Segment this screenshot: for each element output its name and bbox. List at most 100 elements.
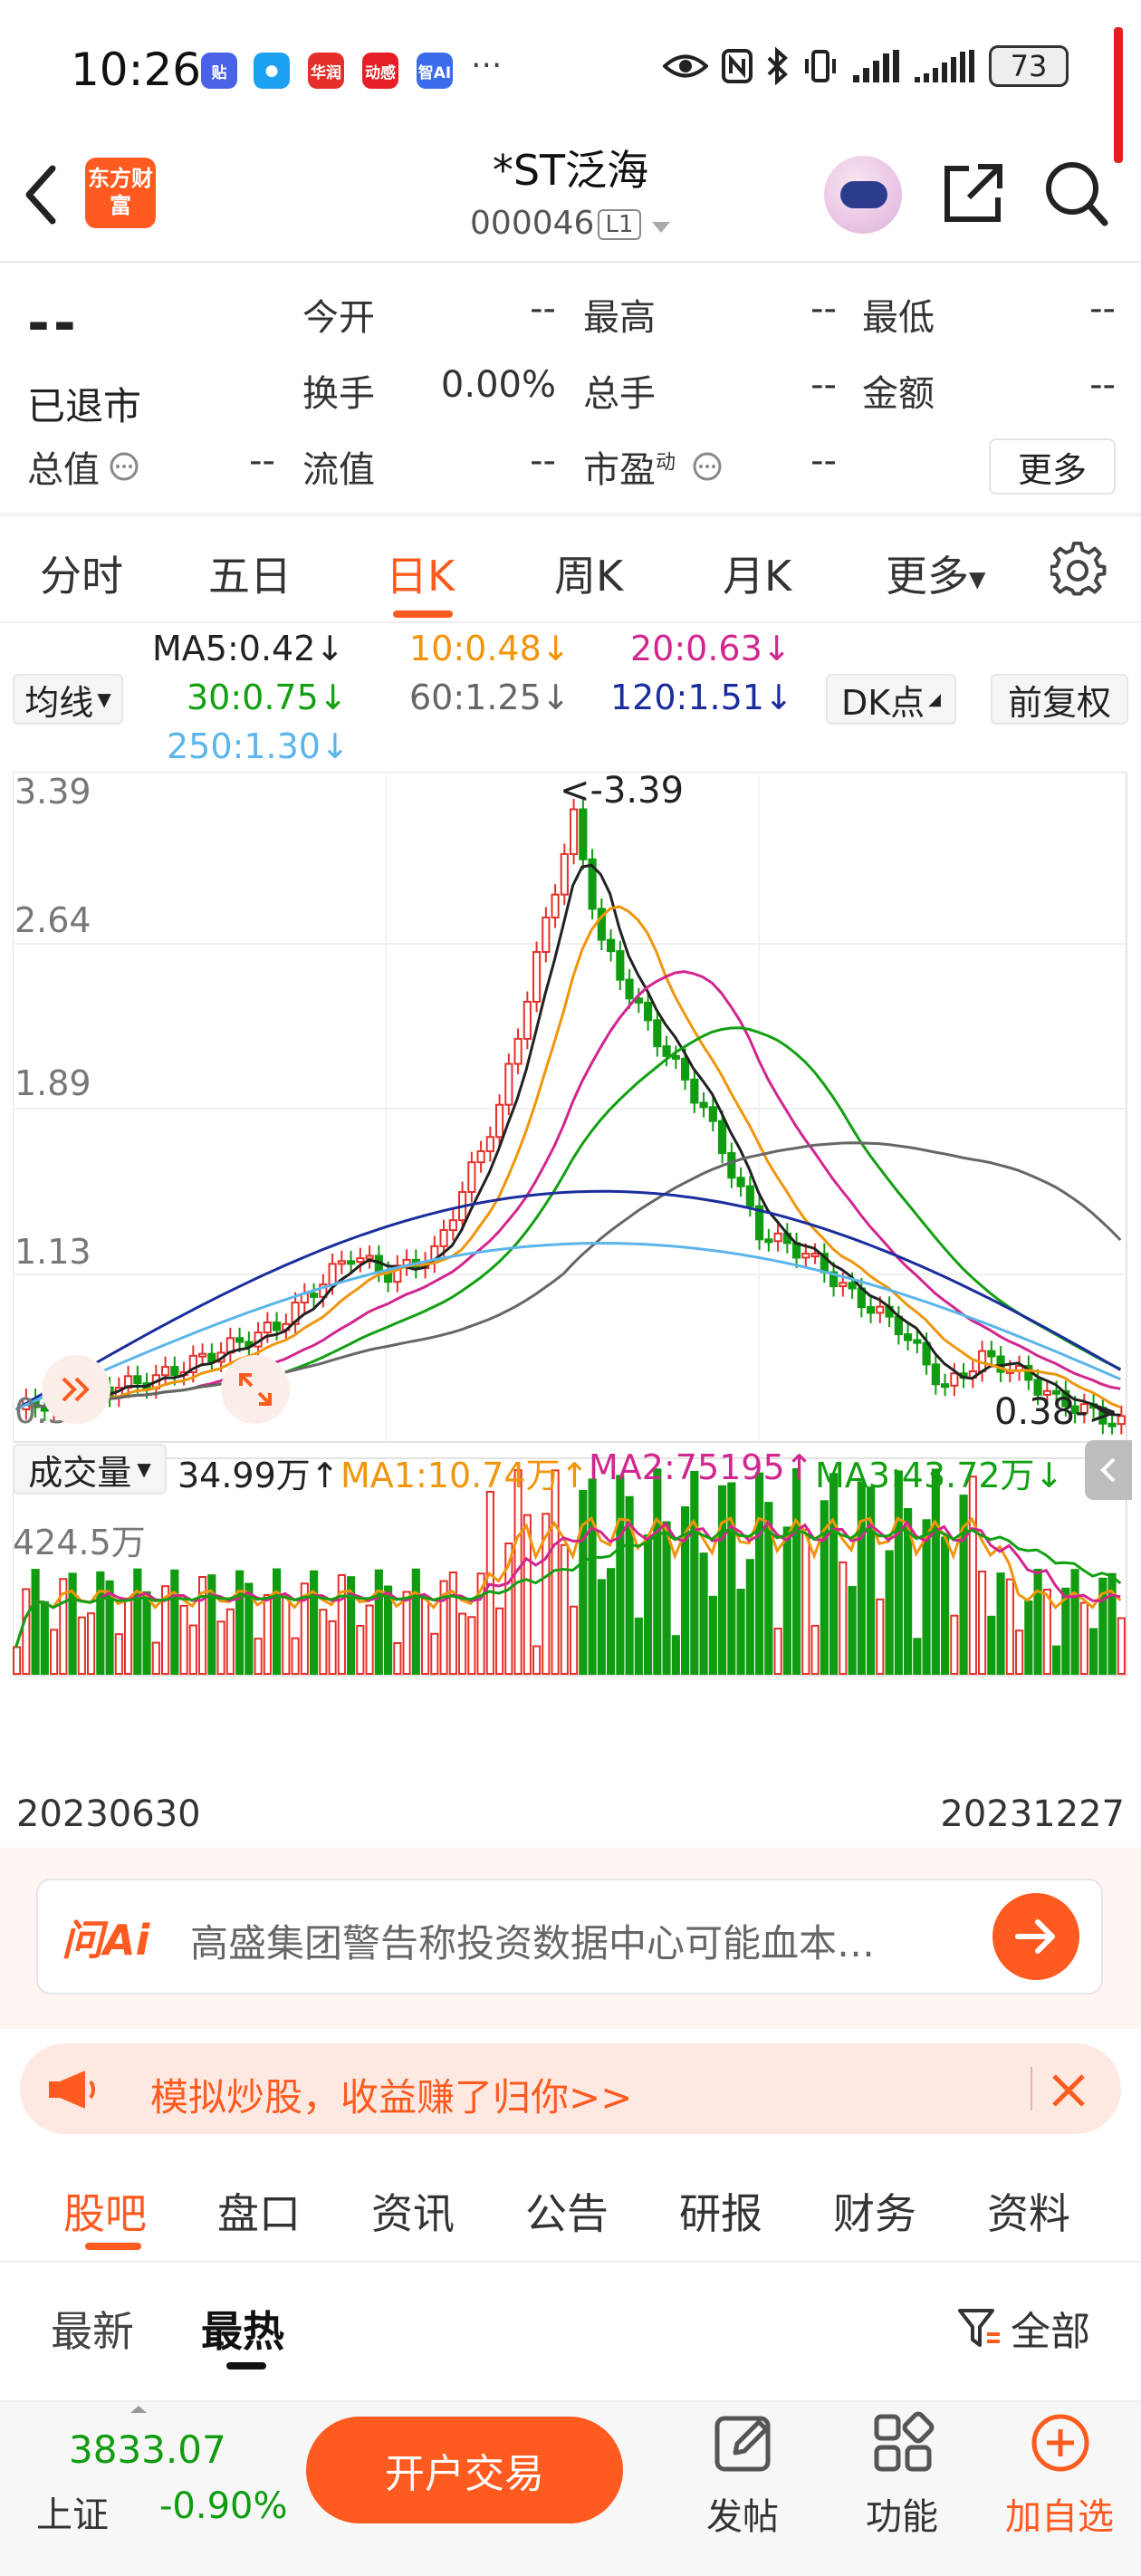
low-label: 最低 [862, 297, 935, 339]
search-icon[interactable] [1043, 159, 1108, 226]
filter-button[interactable]: 全部 [956, 2299, 1090, 2357]
collapse-panel-button[interactable] [1085, 1440, 1132, 1500]
post-edit-icon[interactable] [712, 2411, 775, 2475]
promo-text[interactable]: 模拟炒股，收益赚了归你>> [150, 2075, 633, 2119]
candle-body [1052, 1389, 1061, 1395]
volume-bar [170, 1569, 179, 1675]
tab-research[interactable]: 研报 [679, 2189, 762, 2238]
add-watchlist-label[interactable]: 加自选 [1005, 2496, 1114, 2538]
volume-bar [810, 1624, 820, 1676]
candle-body [133, 1375, 142, 1385]
volume-bar [393, 1642, 402, 1675]
tab-daily-k[interactable]: 日K [386, 552, 455, 601]
info-icon[interactable] [109, 451, 139, 482]
status-indicators: 73 [663, 45, 1069, 87]
feed-tab-latest[interactable]: 最新 [51, 2307, 134, 2356]
functions-label[interactable]: 功能 [866, 2496, 938, 2538]
tab-order-book[interactable]: 盘口 [217, 2189, 301, 2238]
tab-weekly-k[interactable]: 周K [554, 552, 624, 601]
volume-bar [384, 1585, 393, 1675]
back-icon[interactable] [22, 163, 58, 226]
candle-body [876, 1305, 885, 1314]
total-value: -- [249, 440, 275, 482]
ai-go-button[interactable] [992, 1893, 1079, 1980]
tab-more-periods[interactable]: 更多▼ [886, 543, 985, 603]
fullscreen-button[interactable] [221, 1355, 290, 1424]
volume-bar [485, 1490, 494, 1675]
ma-selector[interactable]: 均线 ▼ [13, 674, 123, 725]
share-icon[interactable] [942, 161, 1005, 225]
close-icon[interactable] [1050, 2072, 1087, 2109]
index-name[interactable]: 上证 [36, 2494, 109, 2536]
content-divider [0, 2261, 1141, 2263]
quote-divider [0, 513, 1141, 516]
adjust-button[interactable]: 前复权 [991, 674, 1128, 725]
feed-tab-hottest[interactable]: 最热 [201, 2307, 284, 2356]
status-time: 10:26 [71, 43, 202, 96]
volume-bar [959, 1495, 968, 1676]
tab-intraday[interactable]: 分时 [40, 552, 123, 601]
ma250-line [14, 1242, 1121, 1411]
candle-body [829, 1271, 839, 1288]
candle-body [1061, 1389, 1070, 1408]
volume-bar [885, 1550, 894, 1675]
volume-bar [829, 1473, 839, 1676]
stock-code-row[interactable]: 000046 L1 [0, 205, 1141, 242]
tab-announcements[interactable]: 公告 [525, 2189, 609, 2238]
volume-bar [273, 1568, 282, 1675]
volume-current: 34.99万↑ [177, 1456, 340, 1495]
dk-point-button[interactable]: DK点 ◢ [826, 674, 956, 725]
expand-up-icon[interactable] [129, 2404, 149, 2415]
tab-five-day[interactable]: 五日 [208, 552, 292, 601]
volume-bar [458, 1612, 467, 1676]
ma20-legend: 20:0.63↓ [630, 629, 791, 668]
content-tab-underline [85, 2243, 141, 2250]
post-label[interactable]: 发帖 [706, 2496, 779, 2538]
candle-body [532, 951, 542, 1004]
brand-logo[interactable]: 东方财富 [85, 158, 156, 228]
candle-body [662, 1045, 671, 1057]
volume-panel [13, 1457, 1127, 1677]
functions-grid-icon[interactable] [871, 2411, 935, 2475]
volume-bar [616, 1475, 625, 1676]
volume-bar [839, 1561, 848, 1675]
candle-body [161, 1366, 170, 1377]
volume-bar [356, 1625, 365, 1675]
volume-bar [773, 1628, 782, 1675]
nfc-icon [722, 49, 753, 83]
candle-body [235, 1337, 244, 1343]
tab-profile[interactable]: 资料 [987, 2189, 1070, 2238]
volume-bar [31, 1569, 40, 1676]
tab-financials[interactable]: 财务 [833, 2189, 916, 2238]
pe-info-icon[interactable] [692, 451, 723, 482]
index-change[interactable]: -0.90% [159, 2485, 288, 2527]
candle-body [773, 1232, 782, 1243]
float-value: -- [530, 440, 556, 482]
low-value: -- [1089, 288, 1116, 330]
tab-news[interactable]: 资讯 [371, 2189, 455, 2238]
open-account-button[interactable]: 开户交易 [306, 2417, 623, 2523]
pe-value: -- [810, 440, 837, 482]
candle-body [560, 852, 569, 896]
ai-suggestion-text[interactable]: 高盛集团警告称投资数据中心可能血本… [190, 1921, 876, 1966]
volume-indicator-selector[interactable]: 成交量 ▼ [13, 1444, 167, 1495]
ai-search-box[interactable] [36, 1879, 1103, 1994]
volume-bar [439, 1580, 448, 1675]
expand-sidebar-button[interactable] [42, 1355, 110, 1424]
tab-forum[interactable]: 股吧 [63, 2189, 147, 2238]
volume-bar [161, 1585, 170, 1675]
kline-chart[interactable] [13, 772, 1128, 1804]
volume-bar [968, 1475, 977, 1676]
promo-banner[interactable] [20, 2043, 1121, 2134]
volume-ma-lines [14, 1516, 1122, 1648]
tab-monthly-k[interactable]: 月K [723, 552, 792, 601]
start-date: 20230630 [16, 1793, 201, 1835]
add-watchlist-icon[interactable] [1029, 2411, 1092, 2475]
volume-label: 总手 [583, 373, 656, 415]
volume-bar [1024, 1600, 1033, 1675]
index-value[interactable]: 3833.07 [69, 2427, 226, 2472]
candle-body [1070, 1405, 1079, 1414]
more-quote-button[interactable]: 更多 [989, 438, 1116, 495]
candle-body [504, 1062, 513, 1106]
chart-settings-gear-icon[interactable] [1050, 542, 1107, 598]
